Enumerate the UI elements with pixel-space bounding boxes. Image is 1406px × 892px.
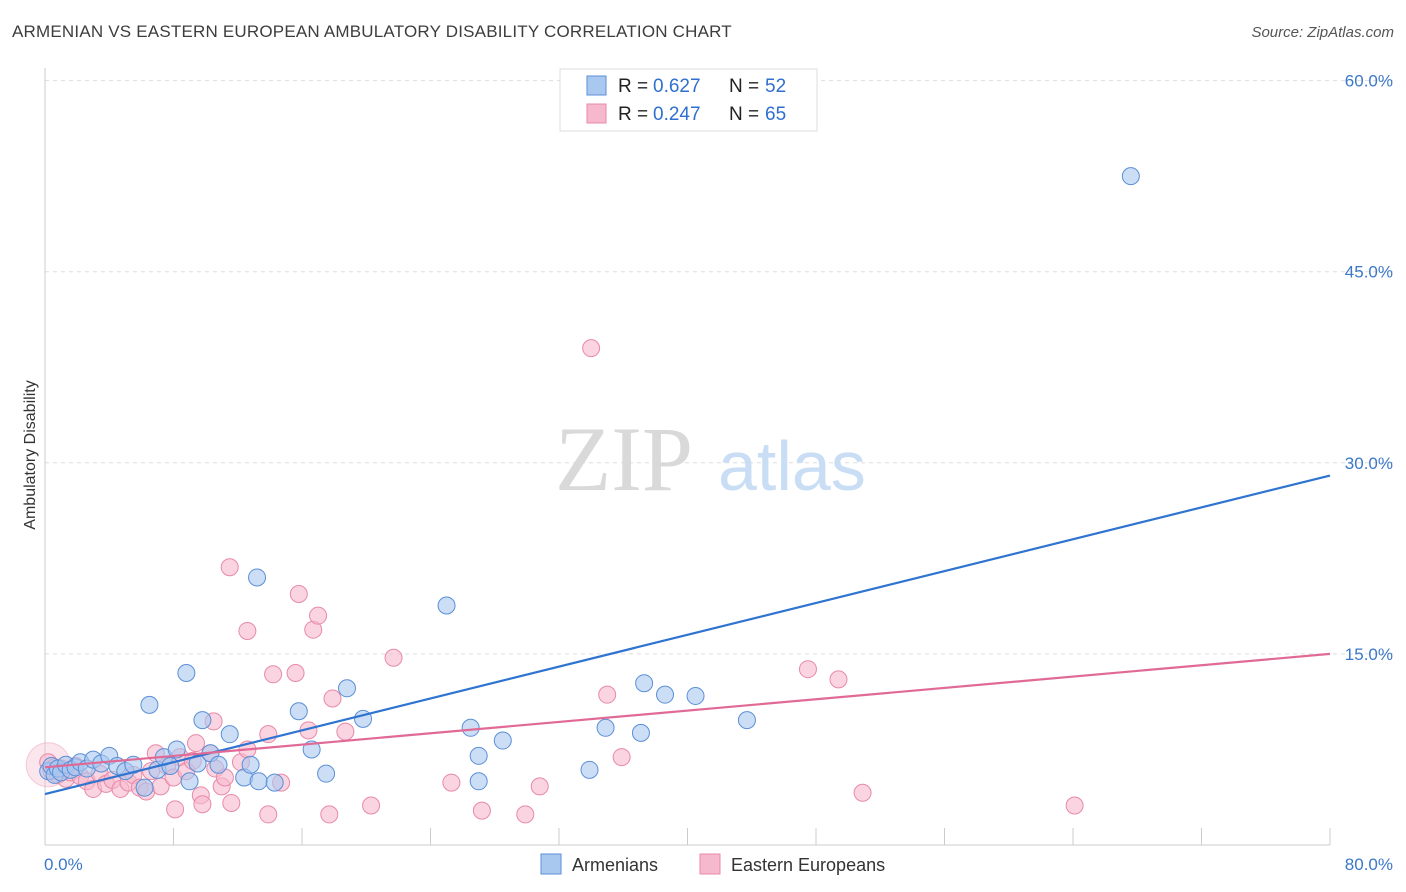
armenians-point [248, 568, 267, 587]
armenians-point [241, 755, 260, 774]
legend-n-label-eastern: N = [729, 104, 759, 125]
top-legend: R = 0.627 N = 52 R = 0.247 N = 65 [559, 68, 818, 132]
legend-r-label-eastern: R = [618, 104, 648, 125]
legend-r-label-armenians: R = [618, 76, 648, 97]
legend-r-value-eastern: 0.247 [653, 104, 701, 125]
armenians-point [656, 685, 675, 704]
armenians-point [177, 664, 196, 683]
grid-lines [45, 80, 1395, 655]
bottom-legend-swatch-armenians [540, 853, 562, 875]
eastern-europeans-point [220, 558, 239, 577]
x-tick-labels: 0.0% 80.0% [44, 855, 1393, 874]
armenians-point [188, 754, 207, 773]
armenians-point [337, 679, 356, 698]
y-tick-label: 45.0% [1345, 263, 1393, 282]
eastern-europeans-point [286, 664, 305, 683]
eastern-europeans-point [472, 801, 491, 820]
legend-swatch-armenians [586, 75, 607, 96]
armenians-point [209, 755, 228, 774]
eastern-europeans-point [853, 783, 872, 802]
legend-n-value-armenians: 52 [765, 76, 786, 97]
armenians-point [596, 718, 615, 737]
eastern-europeans-point [309, 606, 328, 625]
bottom-legend: Armenians Eastern Europeans [540, 853, 885, 875]
armenians-point [180, 772, 199, 791]
eastern-europeans-point [1065, 796, 1084, 815]
legend-n-value-eastern: 65 [765, 104, 786, 125]
armenians-point [140, 695, 159, 714]
eastern-europeans-point [516, 805, 535, 824]
legend-r-value-armenians: 0.627 [653, 76, 701, 97]
eastern-europeans-point [193, 795, 212, 814]
eastern-europeans-point [798, 660, 817, 679]
eastern-europeans-point [238, 621, 257, 640]
armenians-point [193, 711, 212, 730]
armenians-point [289, 702, 308, 721]
y-tick-labels: 15.0% 30.0% 45.0% 60.0% [1345, 72, 1393, 664]
armenians-point [461, 718, 480, 737]
y-tick-label: 60.0% [1345, 72, 1393, 91]
eastern-europeans-point [829, 670, 848, 689]
trend-lines [44, 474, 1331, 796]
armenians-point [437, 596, 456, 615]
eastern-europeans-point [320, 805, 339, 824]
eastern-europeans-point [442, 773, 461, 792]
armenians-point [469, 772, 488, 791]
armenians-point [249, 772, 268, 791]
y-tick-label: 15.0% [1345, 645, 1393, 664]
armenians-point [737, 711, 756, 730]
armenians-point [265, 773, 284, 792]
armenians-point [317, 764, 336, 783]
eastern-europeans-point [598, 685, 617, 704]
armenians-point [493, 731, 512, 750]
eastern-europeans-point [384, 648, 403, 667]
armenians-point [1121, 167, 1140, 186]
eastern-europeans-point [186, 734, 205, 753]
eastern-europeans-point [289, 585, 308, 604]
eastern-europeans-point [222, 793, 241, 812]
eastern-europeans-point [323, 689, 342, 708]
armenians-point [635, 674, 654, 693]
eastern-europeans-point [264, 665, 283, 684]
bottom-legend-eastern-europeans: Eastern Europeans [731, 855, 885, 875]
x-tick-label: 0.0% [44, 855, 83, 874]
axes [44, 68, 1331, 846]
armenians-point [469, 746, 488, 765]
armenians-point [167, 740, 186, 759]
armenians-point [580, 760, 599, 779]
armenians-point [161, 757, 180, 776]
source-credit: Source: ZipAtlas.com [1251, 24, 1394, 41]
y-axis-label: Ambulatory Disability [22, 380, 39, 529]
eastern-europeans-point [362, 796, 381, 815]
eastern-europeans-point [166, 800, 185, 819]
x-tick-label: 80.0% [1345, 855, 1393, 874]
legend-swatch-eastern-europeans [586, 103, 607, 124]
armenians-point [220, 725, 239, 744]
eastern-europeans-trend-line [44, 652, 1331, 769]
armenians-trend-line [44, 474, 1331, 796]
eastern-europeans-point [612, 748, 631, 767]
eastern-europeans-point [336, 722, 355, 741]
armenians-point [631, 723, 650, 742]
armenians-point [686, 686, 705, 705]
eastern-europeans-point [582, 339, 601, 358]
bottom-legend-swatch-eastern [699, 853, 721, 875]
watermark-atlas: atlas [718, 427, 866, 505]
y-tick-label: 30.0% [1345, 454, 1393, 473]
armenians-point [135, 778, 154, 797]
eastern-europeans-point [259, 805, 278, 824]
watermark-zip: ZIP [555, 408, 693, 510]
bottom-legend-armenians: Armenians [572, 855, 658, 875]
legend-n-label-armenians: N = [729, 76, 759, 97]
eastern-europeans-point [530, 777, 549, 796]
chart-title: ARMENIAN VS EASTERN EUROPEAN AMBULATORY … [12, 22, 732, 41]
